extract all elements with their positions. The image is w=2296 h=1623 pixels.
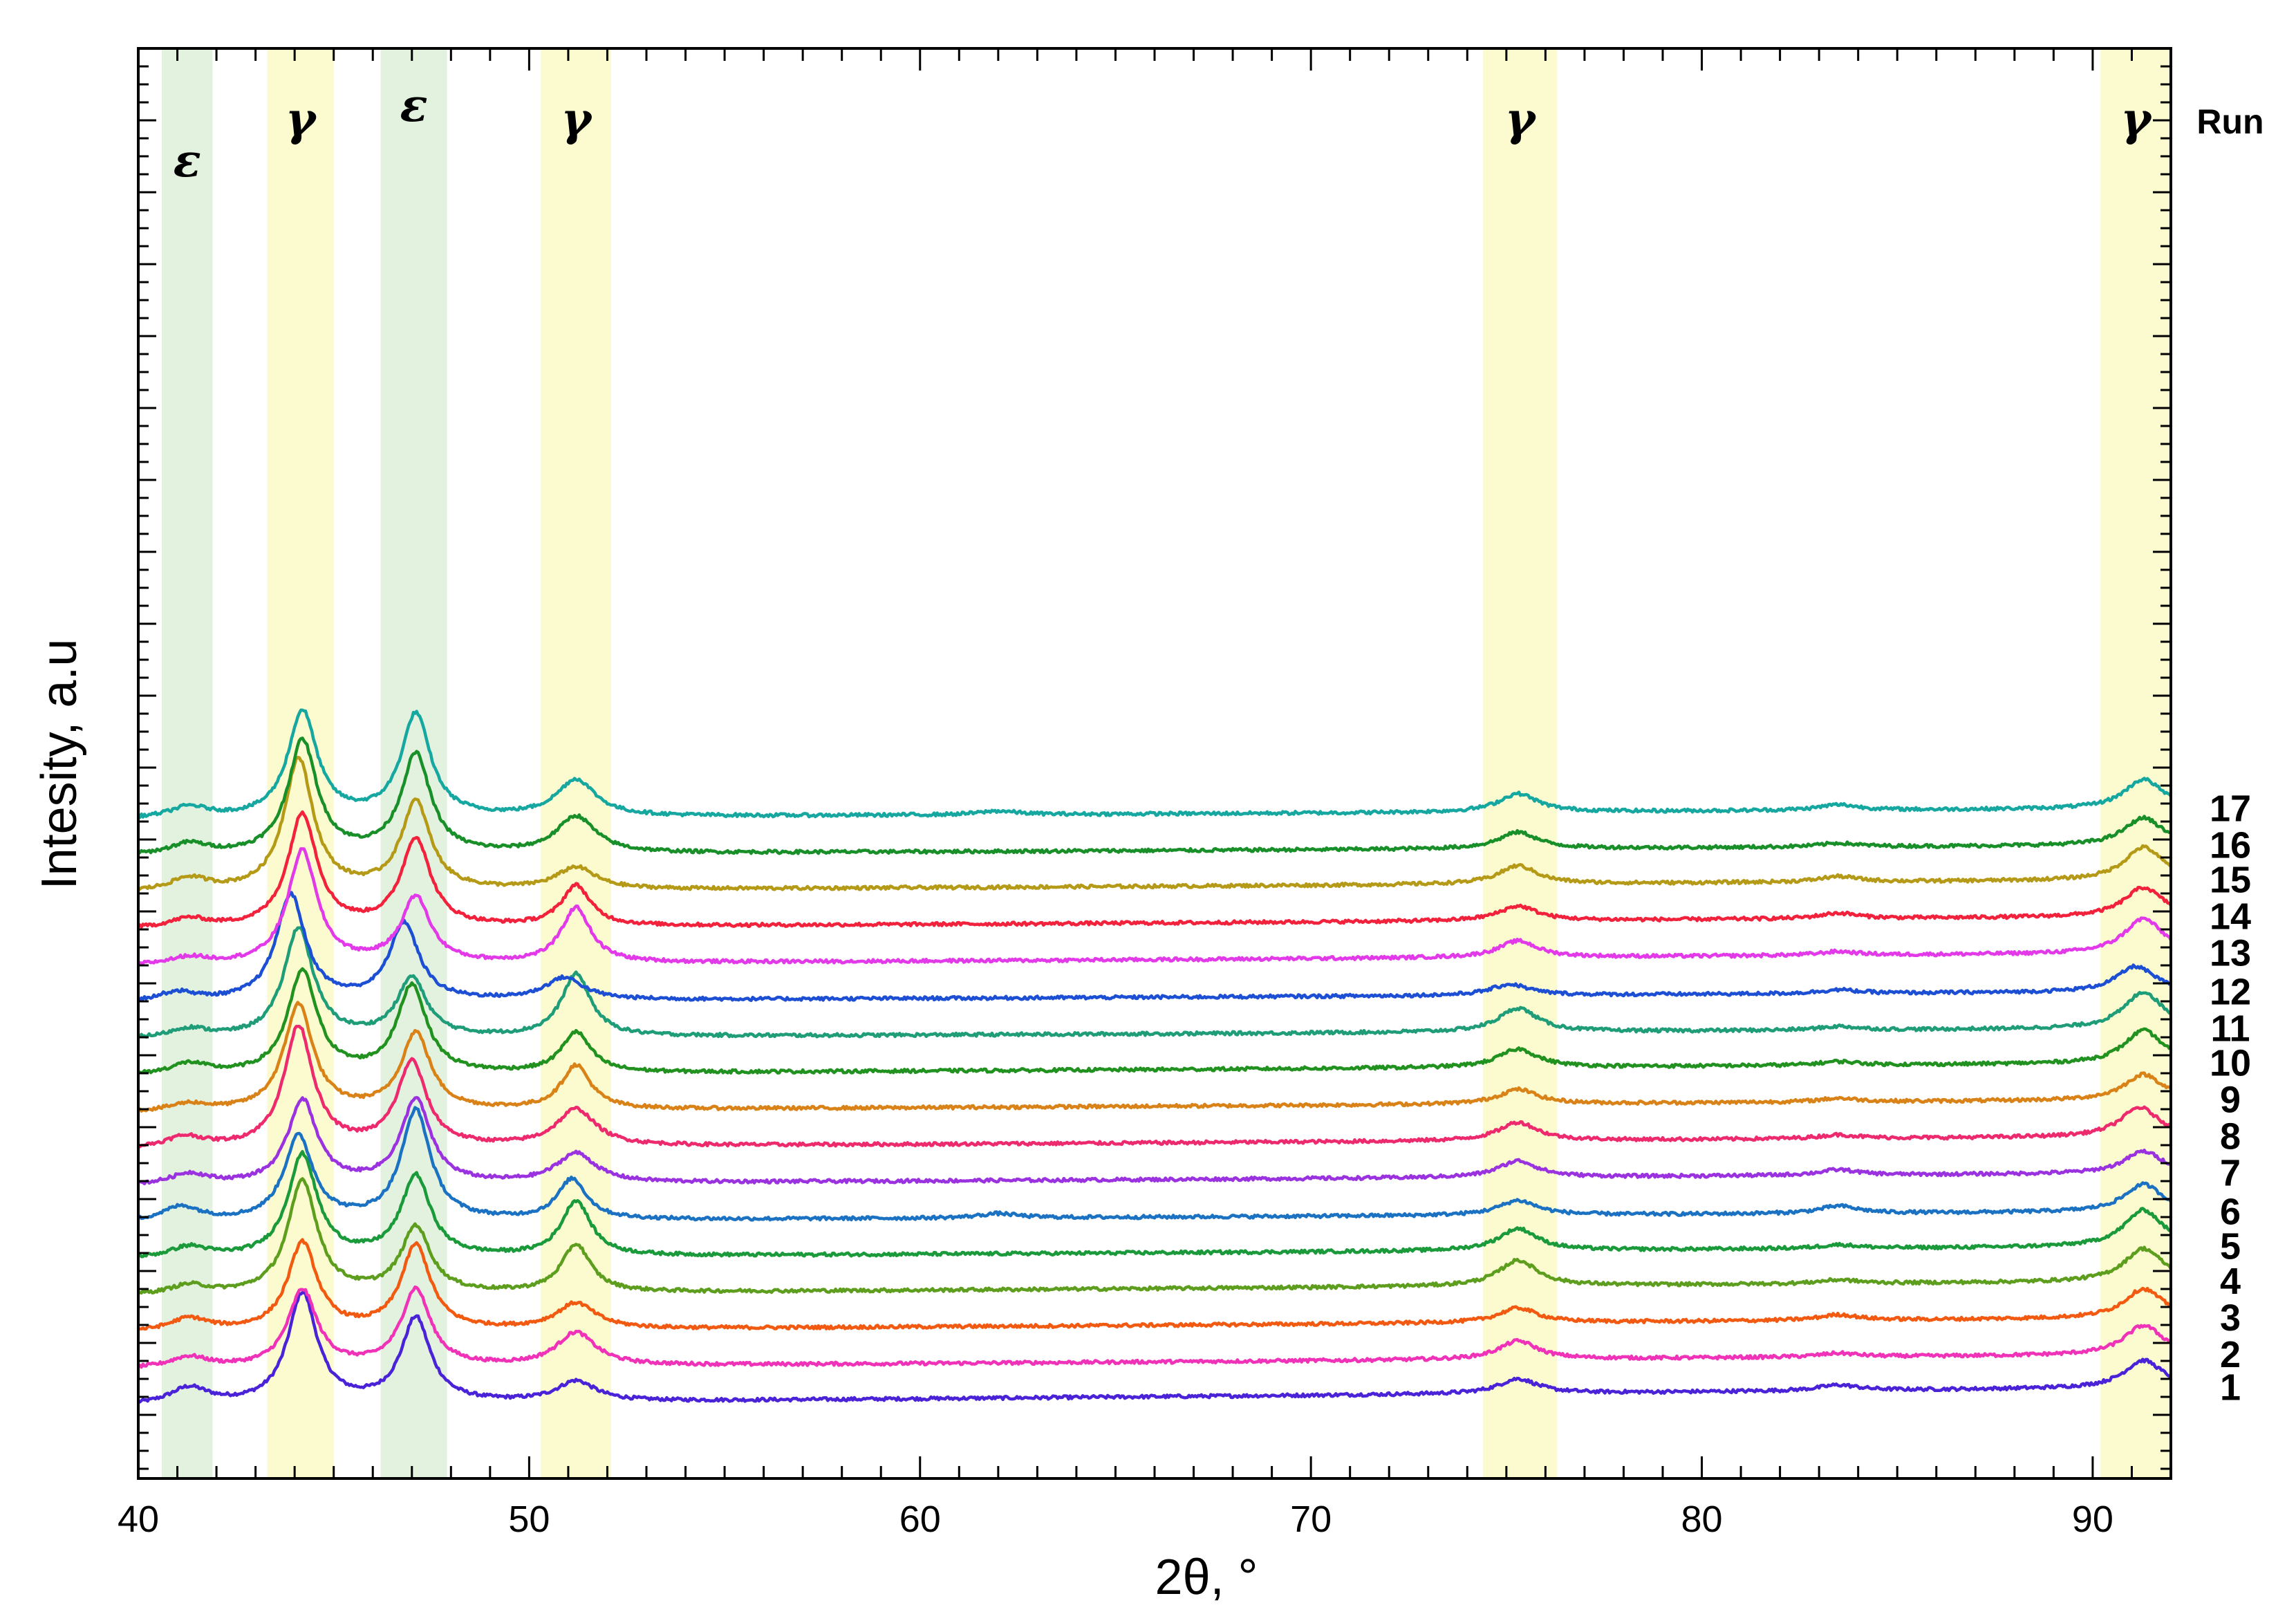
run-label-7: 7 [2220,1153,2241,1194]
x-tick-label-70: 70 [1290,1499,1332,1540]
phase-band-5 [1482,48,1558,1478]
run-label-13: 13 [2210,933,2251,974]
phase-label-2: γ [286,92,318,146]
series-line-run-6 [137,1106,2172,1222]
x-tick-label-80: 80 [1681,1499,1722,1540]
series-line-run-15 [137,755,2172,891]
phase-band-3 [380,48,447,1478]
run-label-17: 17 [2210,788,2251,829]
axis-ticks [137,48,2172,1478]
series-line-run-17 [137,708,2172,819]
phase-label-4: γ [561,92,593,146]
phase-label-5: γ [1505,92,1538,146]
series-line-run-8 [137,1024,2173,1149]
x-tick-label-60: 60 [899,1499,941,1540]
run-label-1: 1 [2220,1367,2241,1409]
series-line-run-13 [138,847,2172,965]
phase-band-6 [2100,48,2171,1478]
x-tick-label-50: 50 [508,1499,550,1540]
phase-labels: ε γ ε γ γ γ [174,78,2154,187]
series-line-run-1 [137,1290,2172,1404]
series-line-run-16 [137,736,2172,855]
run-label-14: 14 [2210,896,2251,938]
series-line-run-9 [138,1001,2172,1113]
run-label-15: 15 [2210,860,2251,901]
series-line-run-11 [138,926,2172,1039]
series-line-run-4 [137,1177,2172,1295]
run-label-11: 11 [2210,1008,2250,1049]
run-label-5: 5 [2220,1226,2241,1268]
x-tick-label-40: 40 [118,1499,159,1540]
run-label-6: 6 [2220,1191,2241,1232]
series-line-run-2 [138,1285,2172,1369]
x-tick-labels: 40 50 60 70 80 90 [118,1499,2113,1540]
x-tick-label-90: 90 [2072,1499,2113,1540]
phase-label-6: γ [2120,92,2153,146]
phase-label-3: ε [400,78,428,132]
series-line-run-10 [138,967,2172,1075]
series-line-run-5 [138,1149,2172,1259]
run-label-8: 8 [2220,1116,2241,1158]
run-label-16: 16 [2210,824,2251,866]
run-label-12: 12 [2210,971,2251,1012]
phase-label-1: ε [174,133,201,187]
run-label-2: 2 [2220,1334,2241,1375]
series-line-run-7 [138,1095,2172,1186]
run-header: Run [2196,102,2264,141]
run-label-10: 10 [2210,1043,2251,1084]
phase-bands [161,48,2171,1478]
series-line-run-3 [138,1238,2172,1331]
phase-band-1 [161,48,213,1478]
series-lines [137,708,2173,1404]
run-label-9: 9 [2220,1079,2241,1121]
run-label-3: 3 [2220,1297,2241,1339]
y-axis-label: Intesity, a.u [32,639,87,890]
phase-band-2 [267,48,334,1478]
phase-band-4 [541,48,612,1478]
run-label-4: 4 [2220,1261,2241,1302]
x-axis-label: 2θ, ° [1155,1550,1258,1605]
series-line-run-12 [138,891,2172,1002]
series-line-run-14 [137,810,2172,929]
